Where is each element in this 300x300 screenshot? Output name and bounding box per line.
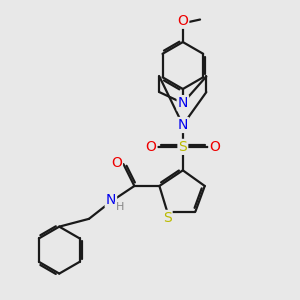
Text: H: H [116,202,124,212]
Text: O: O [177,14,188,28]
Text: O: O [111,155,122,170]
Text: N: N [178,96,188,110]
Text: S: S [163,211,172,225]
Text: O: O [209,140,220,154]
Text: N: N [178,118,188,132]
Text: O: O [146,140,156,154]
Text: N: N [106,193,116,207]
Text: S: S [178,140,187,154]
